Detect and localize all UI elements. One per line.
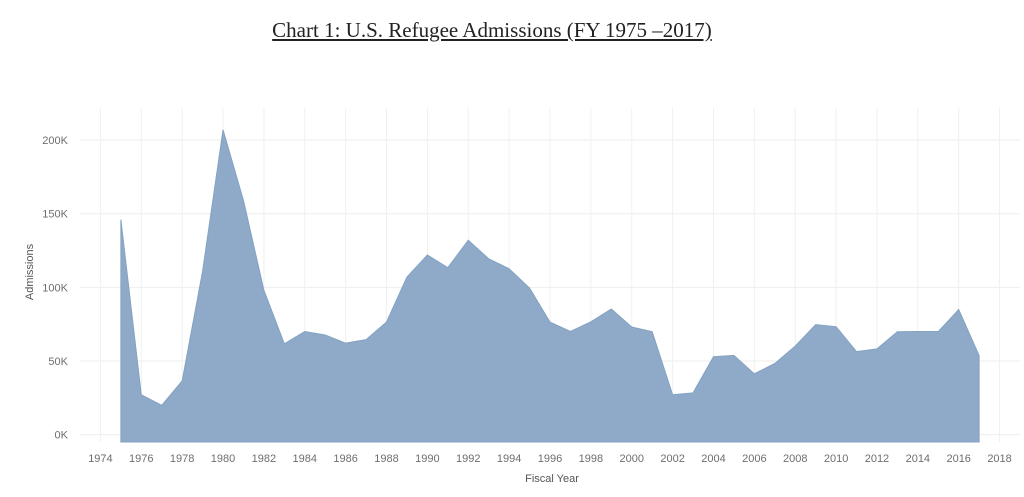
data-point-1985	[323, 333, 327, 337]
y-tick-label: 0K	[55, 430, 69, 442]
data-point-1984	[303, 330, 307, 334]
x-tick-label: 2004	[701, 453, 725, 465]
y-axis-label: Admissions	[24, 243, 36, 300]
x-tick-label: 2014	[906, 453, 930, 465]
x-axis-label: Fiscal Year	[525, 473, 579, 485]
y-tick-label: 200K	[42, 135, 68, 147]
data-point-2010	[834, 325, 838, 329]
x-tick-label: 2010	[824, 453, 848, 465]
data-point-1997	[568, 329, 572, 333]
x-tick-label: 1980	[211, 453, 235, 465]
data-point-2012	[875, 347, 879, 351]
data-point-1981	[241, 198, 245, 202]
x-tick-label: 2006	[742, 453, 766, 465]
data-point-1979	[201, 269, 205, 273]
data-point-1998	[589, 320, 593, 324]
data-point-1999	[609, 307, 613, 311]
data-point-2008	[793, 344, 797, 348]
data-point-2005	[732, 353, 736, 357]
x-tick-label: 2002	[660, 453, 684, 465]
data-point-1976	[139, 393, 143, 397]
y-tick-label: 150K	[42, 209, 68, 221]
data-point-1991	[446, 266, 450, 270]
data-point-1996	[548, 320, 552, 324]
x-axis-ticks: 1974 1976 1978 1980 1982 1984 1986 1988 1990 1992…	[88, 453, 1012, 465]
data-point-1994	[507, 267, 511, 271]
data-point-2003	[691, 391, 695, 395]
data-point-2006	[752, 372, 756, 376]
data-point-1978	[180, 379, 184, 383]
data-point-2000	[630, 325, 634, 329]
data-point-2007	[773, 362, 777, 366]
y-axis-ticks: 0K 50K 100K 150K 200K	[42, 135, 68, 442]
data-point-2009	[814, 323, 818, 327]
data-point-1980	[221, 128, 225, 132]
data-point-1977	[160, 403, 164, 407]
data-point-1982	[262, 288, 266, 292]
data-point-1983	[282, 342, 286, 346]
x-tick-label: 1986	[333, 453, 357, 465]
data-point-2013	[895, 330, 899, 334]
data-point-1986	[344, 341, 348, 345]
data-point-1992	[466, 238, 470, 242]
data-point-1993	[487, 257, 491, 261]
data-point-1988	[385, 320, 389, 324]
x-tick-label: 2000	[619, 453, 643, 465]
data-point-2001	[650, 330, 654, 334]
x-tick-label: 1974	[88, 453, 112, 465]
y-tick-label: 50K	[48, 356, 68, 368]
x-tick-label: 1992	[456, 453, 480, 465]
x-tick-label: 1996	[538, 453, 562, 465]
data-point-2002	[671, 393, 675, 397]
data-point-1990	[425, 253, 429, 257]
data-point-2004	[711, 355, 715, 359]
data-point-1987	[364, 338, 368, 342]
x-tick-label: 1984	[293, 453, 317, 465]
admissions-area	[120, 129, 980, 443]
x-tick-label: 2012	[865, 453, 889, 465]
data-point-2011	[855, 350, 859, 354]
data-point-1989	[405, 275, 409, 279]
x-tick-label: 1998	[579, 453, 603, 465]
data-point-2017	[977, 354, 981, 358]
data-point-1975	[119, 218, 123, 222]
data-point-2016	[957, 307, 961, 311]
x-tick-label: 1990	[415, 453, 439, 465]
x-tick-label: 1994	[497, 453, 521, 465]
data-point-1995	[528, 286, 532, 290]
x-tick-label: 1982	[252, 453, 276, 465]
x-tick-label: 2016	[946, 453, 970, 465]
data-point-2015	[936, 330, 940, 334]
data-point-2014	[916, 330, 920, 334]
x-tick-label: 1988	[374, 453, 398, 465]
x-tick-label: 1976	[129, 453, 153, 465]
chart-title: Chart 1: U.S. Refugee Admissions (FY 197…	[272, 18, 712, 42]
x-tick-label: 1978	[170, 453, 194, 465]
y-tick-label: 100K	[42, 282, 68, 294]
x-tick-label: 2018	[987, 453, 1011, 465]
x-tick-label: 2008	[783, 453, 807, 465]
